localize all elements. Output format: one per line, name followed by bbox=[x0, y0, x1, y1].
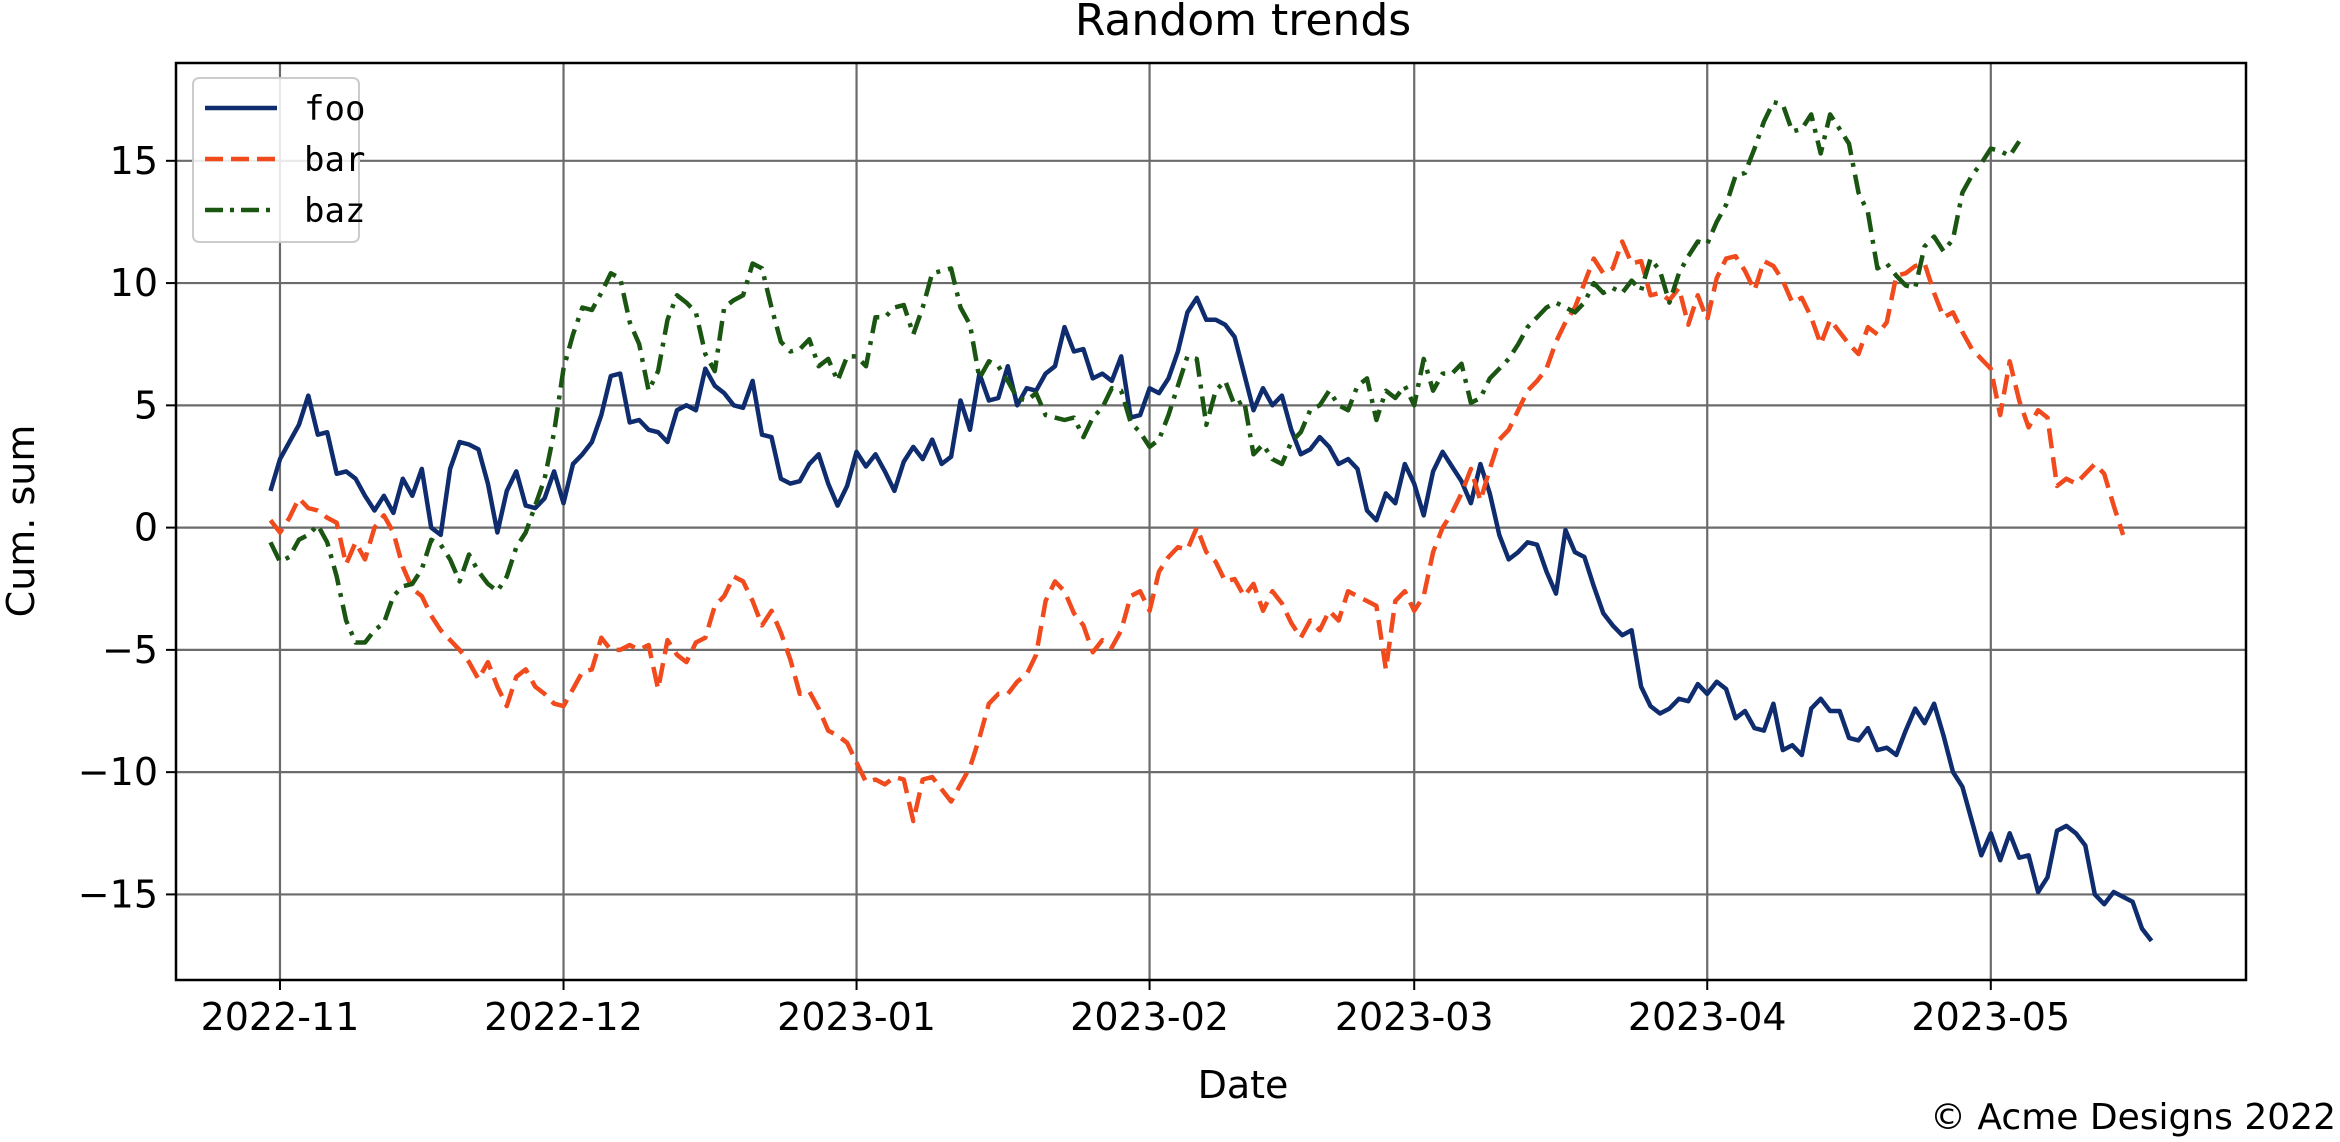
x-tick-label: 2023-04 bbox=[1628, 995, 1787, 1039]
y-tick-label: −10 bbox=[78, 750, 158, 794]
x-axis: 2022-11 2022-12 2023-01 2023-02 2023-03 2023-… bbox=[201, 980, 2070, 1039]
x-tick-label: 2023-05 bbox=[1911, 995, 2070, 1039]
y-tick-label: 0 bbox=[134, 506, 158, 550]
legend-label-baz: baz bbox=[304, 191, 365, 231]
y-tick-label: 5 bbox=[134, 383, 158, 427]
x-tick-label: 2022-12 bbox=[484, 995, 643, 1039]
y-tick-label: −15 bbox=[78, 872, 158, 916]
chart-title: Random trends bbox=[1075, 0, 1411, 46]
grid bbox=[176, 63, 2246, 980]
copyright-credit: © Acme Designs 2022 bbox=[1929, 1097, 2336, 1138]
y-tick-label: −5 bbox=[102, 628, 158, 672]
x-tick-label: 2023-02 bbox=[1070, 995, 1229, 1039]
y-tick-label: 10 bbox=[110, 261, 158, 305]
y-axis: −15 −10 −5 0 5 10 15 bbox=[78, 139, 176, 916]
series-layer bbox=[268, 99, 2154, 943]
series-line-bar bbox=[268, 239, 2126, 824]
x-tick-label: 2022-11 bbox=[201, 995, 360, 1039]
legend-label-foo: foo bbox=[304, 89, 365, 129]
legend-frame bbox=[192, 77, 360, 243]
legend-label-bar: bar bbox=[304, 140, 365, 180]
series-line-foo bbox=[268, 295, 2154, 943]
y-tick-label: 15 bbox=[110, 139, 158, 183]
legend: foo bar baz bbox=[192, 77, 365, 243]
x-tick-label: 2023-03 bbox=[1335, 995, 1494, 1039]
x-tick-label: 2023-01 bbox=[777, 995, 936, 1039]
plot-frame bbox=[174, 61, 2248, 982]
x-axis-label: Date bbox=[1198, 1063, 1289, 1107]
y-axis-label: Cum. sum bbox=[0, 425, 43, 618]
series-line-baz bbox=[268, 99, 2022, 645]
